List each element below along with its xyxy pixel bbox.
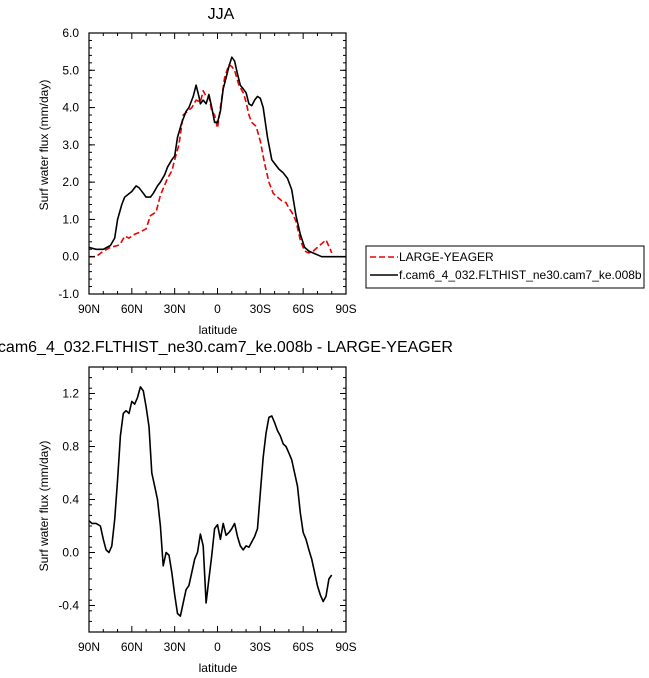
top-x-tick-label: 0 xyxy=(214,302,221,316)
top-y-tick-label: 4.0 xyxy=(62,101,79,115)
legend: LARGE-YEAGER f.cam6_4_032.FLTHIST_ne30.c… xyxy=(365,245,645,289)
bottom-chart-title: f.cam6_4_032.FLTHIST_ne30.cam7_ke.008b -… xyxy=(0,339,453,356)
top-ticks-layer: 90N 60N 30N 0 30S 60S 90S -1.0 0.0 1.0 2.0 3.0 4.0 5.… xyxy=(58,26,356,316)
top-panel: JJA latitude Surf water flux (mm/day) 90… xyxy=(37,6,357,337)
top-y-tick-label: 5.0 xyxy=(62,63,79,77)
top-x-axis-label: latitude xyxy=(199,323,238,337)
top-y-tick-label: 2.0 xyxy=(62,175,79,189)
top-x-tick-label: 90S xyxy=(335,302,356,316)
bottom-x-tick-label: 90S xyxy=(335,640,356,654)
top-series-layer xyxy=(88,56,346,258)
top-x-tick-label: 90N xyxy=(78,302,100,316)
top-y-tick-label: 0.0 xyxy=(62,250,79,264)
bottom-y-tick-label: 0.8 xyxy=(62,440,79,454)
bottom-plot-frame xyxy=(88,366,347,633)
bottom-x-tick-label: 60S xyxy=(292,640,313,654)
top-plot-frame xyxy=(88,32,347,295)
bottom-ticks-layer: 90N 60N 30N 0 30S 60S 90S -0.4 0.0 0.4 0.8 1.2 xyxy=(58,366,357,654)
bottom-y-tick-label: -0.4 xyxy=(58,599,79,613)
top-y-tick-label: 1.0 xyxy=(62,212,79,226)
bottom-y-axis-label: Surf water flux (mm/day) xyxy=(37,441,51,572)
bottom-x-tick-label: 90N xyxy=(78,640,100,654)
bottom-series-line-0 xyxy=(88,386,333,617)
bottom-series-layer xyxy=(88,386,333,617)
top-x-tick-label: 60S xyxy=(292,302,313,316)
top-y-tick-label: 6.0 xyxy=(62,26,79,40)
bottom-y-tick-label: 0.0 xyxy=(62,546,79,560)
legend-box xyxy=(365,245,645,289)
top-series-line-1 xyxy=(88,56,346,258)
top-x-tick-label: 30S xyxy=(250,302,271,316)
bottom-x-tick-label: 30N xyxy=(164,640,186,654)
top-series-line-0 xyxy=(89,63,333,258)
top-x-tick-label: 30N xyxy=(164,302,186,316)
top-x-tick-label: 60N xyxy=(121,302,143,316)
legend-label-large-yeager: LARGE-YEAGER xyxy=(399,250,494,264)
bottom-y-tick-label: 1.2 xyxy=(62,387,79,401)
bottom-x-tick-label: 60N xyxy=(121,640,143,654)
legend-label-cam6: f.cam6_4_032.FLTHIST_ne30.cam7_ke.008b xyxy=(399,268,642,282)
bottom-x-tick-label: 0 xyxy=(214,640,221,654)
top-y-axis-label: Surf water flux (mm/day) xyxy=(37,80,51,211)
top-chart-title: JJA xyxy=(208,6,235,23)
bottom-y-tick-label: 0.4 xyxy=(62,493,79,507)
top-y-tick-label: -1.0 xyxy=(58,287,79,301)
bottom-x-axis-label: latitude xyxy=(199,661,238,675)
bottom-panel: f.cam6_4_032.FLTHIST_ne30.cam7_ke.008b -… xyxy=(0,339,453,675)
bottom-x-tick-label: 30S xyxy=(250,640,271,654)
top-y-tick-label: 3.0 xyxy=(62,138,79,152)
